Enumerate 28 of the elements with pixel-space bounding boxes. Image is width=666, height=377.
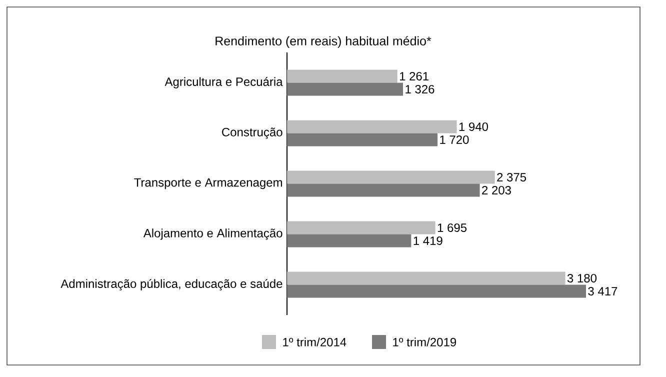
data-label: 1 326	[406, 84, 434, 94]
chart-title: Rendimento (em reais) habitual médio*	[216, 36, 432, 48]
y-tick-label: Agricultura e Pecuária	[164, 77, 283, 88]
data-label: 2 375	[497, 172, 526, 182]
bar	[287, 133, 438, 146]
y-tick-label: Construção	[222, 128, 282, 139]
y-tick-label: Transporte e Armazenagem	[134, 178, 282, 190]
data-label: 1 695	[438, 223, 467, 232]
data-label: 1 940	[459, 122, 488, 131]
data-label: 1 720	[440, 135, 469, 144]
bar	[287, 82, 404, 96]
bar	[287, 184, 480, 197]
bar	[287, 221, 436, 234]
legend-label: 1º trim/2014	[283, 338, 346, 346]
data-label: 3 180	[567, 274, 597, 282]
bar	[287, 284, 586, 298]
bar	[287, 272, 566, 285]
data-label: 1 419	[414, 236, 442, 245]
data-label: 2 203	[482, 186, 511, 194]
y-tick-label: Administração pública, educação e saúde	[60, 279, 282, 290]
bar	[287, 170, 495, 184]
legend-label: 1º trim/2019	[393, 338, 456, 346]
data-label: 3 417	[588, 286, 618, 296]
data-label: 1 261	[400, 72, 428, 80]
bar	[287, 120, 457, 134]
bar	[287, 70, 398, 83]
bar	[287, 234, 412, 248]
y-tick-label: Alojamento e Alimentação	[143, 228, 282, 240]
